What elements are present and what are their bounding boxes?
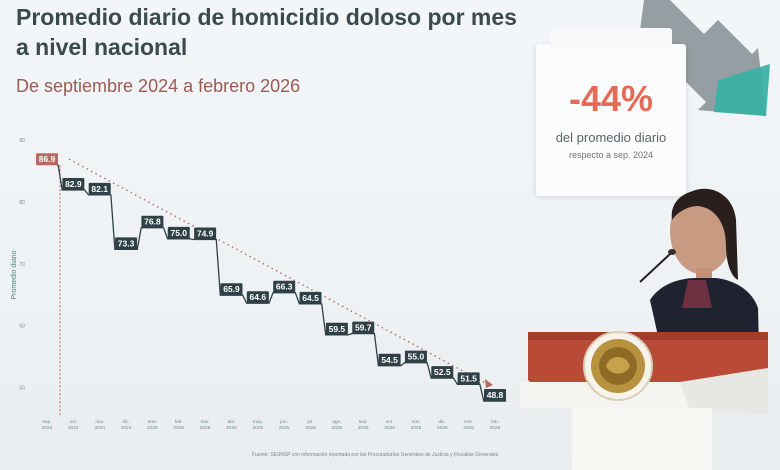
x-tick-year: 2025 — [358, 425, 369, 431]
data-label: 55.0 — [408, 352, 425, 362]
data-label: 86.9 — [39, 154, 56, 164]
microphone-icon — [668, 249, 676, 255]
data-label-box — [88, 182, 111, 195]
data-label-box — [115, 237, 138, 250]
stat-card-tab — [550, 28, 672, 48]
x-tick-year: 2025 — [411, 425, 422, 431]
data-label: 76.8 — [144, 217, 161, 227]
step-line — [57, 164, 507, 402]
x-tick-year: 2024 — [42, 425, 53, 431]
x-tick-label: feb. — [491, 419, 499, 425]
data-label-box — [431, 366, 454, 379]
x-tick-label: jun. — [279, 419, 288, 425]
source-note: Fuente: SESNSP con información reportada… — [252, 452, 500, 458]
x-tick-year: 2025 — [252, 425, 263, 431]
x-tick-year: 2024 — [68, 425, 79, 431]
data-label-box — [141, 215, 164, 228]
x-tick-label: may. — [253, 420, 263, 425]
data-label: 82.1 — [91, 184, 108, 194]
data-label: 75.0 — [170, 228, 187, 238]
x-tick-year: 2024 — [121, 425, 132, 431]
data-label: 66.3 — [276, 282, 293, 292]
data-label-box — [167, 226, 190, 239]
x-tick-label: mar. — [200, 419, 209, 425]
data-label: 51.5 — [460, 373, 477, 383]
x-tick-label: nov. — [95, 420, 104, 425]
data-label: 74.9 — [197, 228, 214, 238]
data-label-box — [220, 283, 243, 296]
x-tick-label: jul. — [306, 419, 313, 425]
data-label-box — [36, 153, 58, 166]
data-label-box — [299, 291, 322, 304]
y-axis-label: Promedio diario — [11, 250, 18, 299]
y-tick-label: 70 — [19, 262, 25, 268]
x-tick-year: 2025 — [173, 425, 184, 431]
data-label: 82.9 — [65, 179, 82, 189]
x-tick-label: sep. — [42, 420, 51, 425]
data-label-box — [273, 280, 296, 293]
national-seal-icon — [583, 331, 653, 401]
data-label-box — [194, 227, 217, 240]
x-tick-label: nov. — [412, 420, 421, 425]
trend-arrowhead — [485, 379, 493, 389]
x-tick-year: 2025 — [226, 425, 237, 431]
data-label: 59.7 — [355, 323, 372, 333]
data-label-box — [484, 389, 506, 402]
page-title: Promedio diario de homicidio doloso por … — [16, 4, 517, 60]
x-tick-label: ene. — [464, 420, 473, 425]
x-tick-label: ago. — [332, 420, 341, 425]
data-label-box — [457, 372, 480, 385]
x-tick-year: 2025 — [200, 425, 211, 431]
x-tick-label: sep. — [359, 420, 368, 425]
data-label: 64.6 — [250, 292, 267, 302]
x-tick-label: oct. — [69, 419, 77, 425]
y-tick-label: 60 — [19, 324, 25, 330]
data-label-box — [325, 322, 348, 335]
data-label-box — [378, 353, 401, 366]
data-label-box — [246, 291, 269, 304]
x-tick-year: 2025 — [147, 425, 158, 431]
stat-detail: respecto a sep. 2024 — [568, 150, 654, 160]
x-tick-label: ene. — [148, 420, 157, 425]
x-tick-label: dic. — [439, 419, 446, 425]
data-label-box — [62, 177, 85, 190]
data-label: 54.5 — [381, 355, 398, 365]
y-tick-label: 50 — [19, 386, 25, 392]
stat-card: -44% del promedio diario respecto a sep.… — [536, 28, 686, 196]
x-tick-year: 2025 — [279, 425, 290, 431]
x-tick-year: 2025 — [332, 425, 343, 431]
data-label-box — [352, 321, 375, 334]
stat-description: del promedio diario — [555, 130, 667, 145]
page-subtitle: De septiembre 2024 a febrero 2026 — [16, 76, 301, 96]
y-tick-label: 80 — [19, 200, 25, 206]
x-tick-year: 2025 — [305, 425, 316, 431]
x-tick-label: oct. — [386, 419, 394, 425]
x-tick-year: 2026 — [490, 425, 501, 431]
data-label: 64.5 — [302, 293, 319, 303]
data-label: 48.8 — [487, 390, 504, 400]
x-tick-label: dic. — [122, 419, 129, 425]
data-label-box — [404, 350, 427, 363]
x-tick-year: 2024 — [94, 425, 105, 431]
x-tick-year: 2025 — [437, 425, 448, 431]
stat-percentage: -44% — [568, 78, 654, 119]
data-label: 73.3 — [118, 238, 135, 248]
x-tick-label: feb. — [175, 419, 183, 425]
x-tick-year: 2026 — [463, 425, 474, 431]
data-label: 52.5 — [434, 367, 451, 377]
homicide-step-chart: Promedio diario 90 80 70 60 50 86.9 82.9 82.1 73.… — [11, 138, 507, 431]
x-tick-year: 2025 — [384, 425, 395, 431]
data-label: 59.5 — [329, 324, 346, 334]
y-tick-label: 90 — [19, 138, 25, 144]
data-label: 65.9 — [223, 284, 240, 294]
x-tick-label: abr. — [227, 419, 235, 425]
speaker-at-podium — [520, 188, 768, 470]
